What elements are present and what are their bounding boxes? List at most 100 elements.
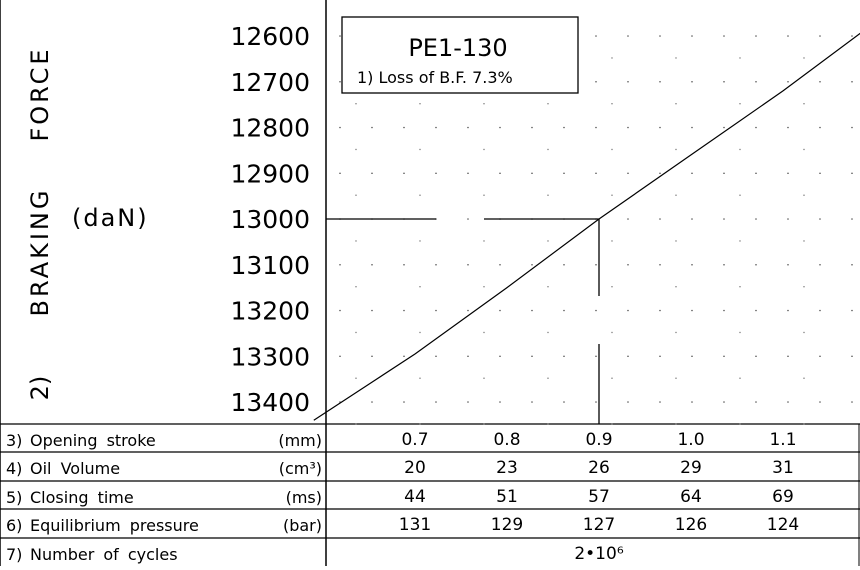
grid-dot bbox=[419, 194, 421, 196]
grid-dot bbox=[723, 355, 725, 358]
table-cell: 31 bbox=[772, 458, 794, 478]
table-cell: 126 bbox=[675, 515, 707, 535]
table-row-label: Number of cycles bbox=[30, 545, 178, 564]
grid-dot bbox=[675, 194, 677, 196]
grid-dot bbox=[803, 103, 805, 105]
grid-dot bbox=[755, 35, 757, 37]
grid-dot bbox=[851, 263, 853, 266]
grid-dot bbox=[723, 309, 725, 312]
y-tick-label: 13000 bbox=[230, 205, 310, 234]
grid-dot bbox=[675, 286, 677, 288]
grid-dot bbox=[723, 35, 725, 37]
grid-dot bbox=[819, 263, 821, 266]
grid-dot bbox=[339, 309, 341, 312]
grid-dot bbox=[691, 35, 693, 37]
grid-dot bbox=[355, 331, 357, 334]
grid-dot bbox=[755, 309, 757, 312]
grid-dot bbox=[819, 126, 821, 129]
grid-dot bbox=[355, 194, 357, 196]
grid-dot bbox=[851, 172, 853, 175]
grid-dot bbox=[627, 218, 629, 220]
grid-dot bbox=[723, 401, 725, 403]
grid-dot bbox=[723, 172, 725, 175]
table-cell: 64 bbox=[680, 487, 702, 507]
grid-dot bbox=[739, 103, 741, 105]
grid-dot bbox=[371, 172, 373, 175]
grid-dot bbox=[755, 80, 757, 83]
grid-dot bbox=[803, 148, 805, 151]
grid-dot bbox=[819, 401, 821, 403]
grid-dot bbox=[755, 263, 757, 266]
grid-dot bbox=[819, 309, 821, 312]
grid-dot bbox=[339, 355, 341, 358]
grid-dot bbox=[787, 172, 789, 175]
table-cell: 127 bbox=[583, 515, 615, 535]
table-cell: 1.1 bbox=[769, 430, 796, 450]
grid-dot bbox=[787, 263, 789, 266]
grid-dot bbox=[691, 263, 693, 266]
grid-dot bbox=[371, 401, 373, 403]
table-cell: 124 bbox=[767, 515, 799, 535]
y-tick-label: 13300 bbox=[230, 342, 310, 371]
table-cell: 131 bbox=[399, 515, 431, 535]
grid-dot bbox=[851, 355, 853, 358]
grid-dot bbox=[819, 35, 821, 37]
grid-dot bbox=[403, 126, 405, 129]
grid-dot bbox=[483, 286, 485, 288]
grid-dot bbox=[595, 80, 597, 83]
grid-dot bbox=[339, 35, 341, 37]
grid-dot bbox=[435, 355, 437, 358]
y-label-word: FORCE bbox=[26, 46, 54, 141]
grid-dot bbox=[531, 126, 533, 129]
grid-dot bbox=[355, 423, 357, 425]
table-row-number: 5) bbox=[6, 488, 22, 507]
grid-dot bbox=[675, 57, 677, 59]
grid-dot bbox=[467, 126, 469, 129]
grid-dot bbox=[595, 355, 597, 358]
grid-dot bbox=[339, 172, 341, 175]
title-box bbox=[341, 16, 579, 94]
grid-dot bbox=[547, 194, 549, 196]
grid-dot bbox=[595, 35, 597, 37]
table-cell: 0.7 bbox=[401, 430, 428, 450]
table-cell: 51 bbox=[496, 487, 518, 507]
table-row-number: 7) bbox=[6, 545, 22, 564]
grid-dot bbox=[675, 331, 677, 334]
grid-dot bbox=[659, 172, 661, 175]
y-tick-label: 12600 bbox=[230, 22, 310, 51]
grid-dot bbox=[563, 172, 565, 175]
grid-dot bbox=[803, 377, 805, 379]
grid-dot bbox=[611, 286, 613, 288]
grid-dot bbox=[563, 309, 565, 312]
grid-dot bbox=[659, 355, 661, 358]
grid-dot bbox=[691, 80, 693, 83]
y-tick-label: 13100 bbox=[230, 251, 310, 280]
grid-dot bbox=[691, 309, 693, 312]
grid-dot bbox=[547, 423, 549, 425]
grid-dot bbox=[787, 80, 789, 83]
grid-dot bbox=[819, 218, 821, 220]
grid-dot bbox=[755, 126, 757, 129]
grid-dot bbox=[595, 401, 597, 403]
grid-dot bbox=[483, 423, 485, 425]
grid-dot bbox=[851, 401, 853, 403]
grid-dot bbox=[755, 218, 757, 220]
grid-dot bbox=[851, 80, 853, 83]
grid-dot bbox=[659, 309, 661, 312]
table-cell: 44 bbox=[404, 487, 426, 507]
table-cell: 0.9 bbox=[585, 430, 612, 450]
grid-dot bbox=[403, 172, 405, 175]
table-cell: 129 bbox=[491, 515, 523, 535]
grid-dot bbox=[611, 423, 613, 425]
grid-dot bbox=[531, 309, 533, 312]
grid-dot bbox=[851, 35, 853, 37]
grid-dot bbox=[419, 377, 421, 379]
grid-dot bbox=[627, 80, 629, 83]
table-row-unit: (bar) bbox=[283, 516, 322, 535]
table-cell: 26 bbox=[588, 458, 610, 478]
table-row-number: 4) bbox=[6, 459, 22, 478]
grid-dot bbox=[659, 263, 661, 266]
grid-dot bbox=[371, 309, 373, 312]
table-row-label: Opening stroke bbox=[30, 431, 156, 450]
